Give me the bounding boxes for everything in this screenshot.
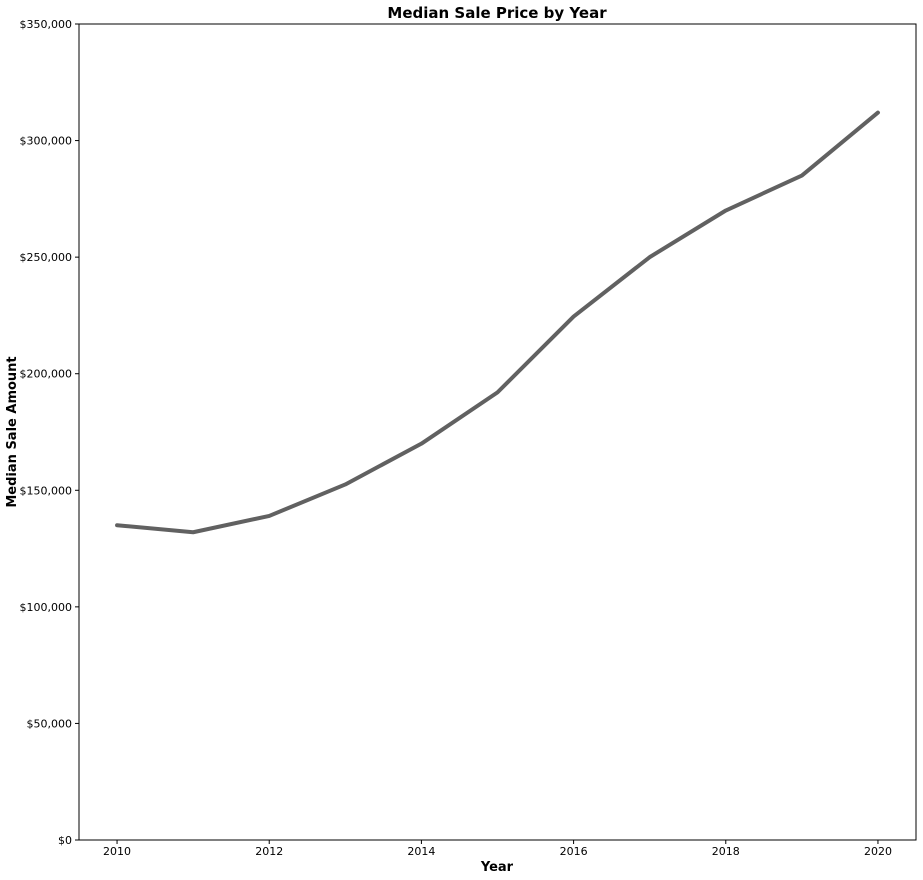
y-tick-label: $0 — [58, 834, 72, 847]
y-axis-title: Median Sale Amount — [5, 356, 20, 507]
x-tick-label: 2010 — [103, 845, 131, 858]
chart-title: Median Sale Price by Year — [387, 4, 607, 22]
y-axis: $0 $50,000 $100,000 $150,000 $200,000 $250,00… — [20, 18, 79, 847]
plot-area-frame — [78, 23, 917, 841]
series-layer — [115, 110, 880, 535]
x-tick-label: 2012 — [255, 845, 283, 858]
x-tick-label: 2018 — [712, 845, 740, 858]
y-tick-label: $50,000 — [27, 717, 73, 730]
y-tick-label: $350,000 — [20, 18, 73, 31]
y-tick-label: $200,000 — [20, 368, 73, 381]
x-tick-label: 2020 — [864, 845, 892, 858]
series-line — [115, 110, 880, 535]
y-tick-label: $300,000 — [20, 135, 73, 148]
y-tick-label: $100,000 — [20, 601, 73, 614]
y-tick-label: $250,000 — [20, 251, 73, 264]
x-tick-label: 2016 — [560, 845, 588, 858]
x-axis: 2010 2012 2014 2016 2018 2020 — [103, 840, 892, 858]
x-axis-title: Year — [480, 860, 514, 875]
x-tick-label: 2014 — [407, 845, 435, 858]
y-tick-label: $150,000 — [20, 484, 73, 497]
